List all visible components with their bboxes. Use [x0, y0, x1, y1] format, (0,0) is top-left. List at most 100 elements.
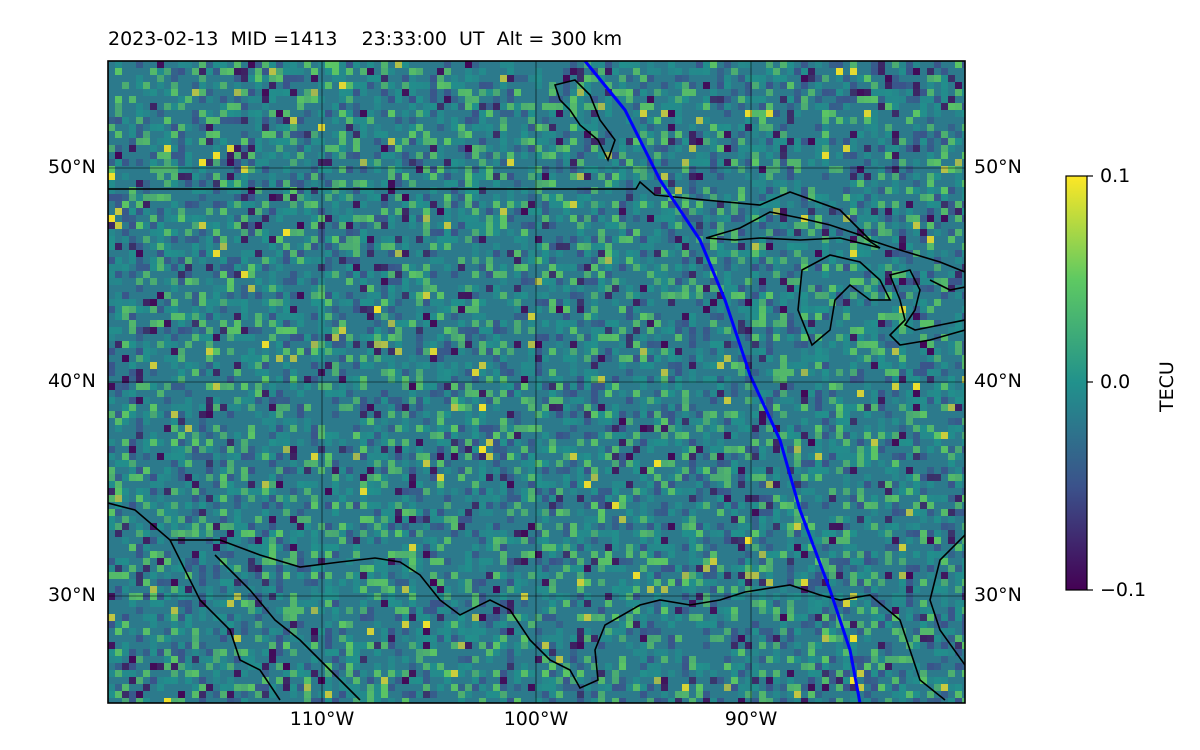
tec-cell: [542, 544, 549, 551]
tec-cell: [262, 355, 269, 362]
tec-cell: [283, 404, 290, 411]
tec-cell: [780, 152, 787, 159]
tec-cell: [234, 103, 241, 110]
tec-cell: [549, 82, 556, 89]
tec-cell: [486, 348, 493, 355]
tec-cell: [465, 551, 472, 558]
tec-cell: [129, 250, 136, 257]
tec-cell: [129, 236, 136, 243]
tec-cell: [584, 166, 591, 173]
tec-cell: [822, 271, 829, 278]
tec-cell: [927, 152, 934, 159]
tec-cell: [640, 110, 647, 117]
tec-cell: [297, 516, 304, 523]
tec-cell: [857, 341, 864, 348]
tec-cell: [514, 453, 521, 460]
tec-cell: [913, 82, 920, 89]
tec-cell: [535, 474, 542, 481]
tec-cell: [143, 271, 150, 278]
tec-cell: [192, 236, 199, 243]
tec-cell: [318, 572, 325, 579]
tec-cell: [696, 138, 703, 145]
tec-cell: [745, 495, 752, 502]
tec-cell: [766, 495, 773, 502]
tec-cell: [472, 292, 479, 299]
tec-cell: [640, 236, 647, 243]
tec-cell: [724, 467, 731, 474]
tec-cell: [213, 495, 220, 502]
tec-cell: [633, 68, 640, 75]
tec-cell: [493, 439, 500, 446]
tec-cell: [780, 250, 787, 257]
tec-cell: [668, 488, 675, 495]
tec-cell: [668, 376, 675, 383]
tec-cell: [402, 460, 409, 467]
tec-cell: [444, 82, 451, 89]
tec-cell: [703, 439, 710, 446]
tec-cell: [745, 159, 752, 166]
tec-cell: [899, 376, 906, 383]
tec-cell: [416, 334, 423, 341]
tec-cell: [465, 530, 472, 537]
tec-cell: [514, 89, 521, 96]
tec-cell: [605, 502, 612, 509]
tec-cell: [437, 558, 444, 565]
tec-cell: [325, 572, 332, 579]
tec-cell: [913, 397, 920, 404]
tec-cell: [325, 341, 332, 348]
tec-cell: [913, 411, 920, 418]
tec-cell: [570, 453, 577, 460]
tec-cell: [409, 488, 416, 495]
tec-cell: [472, 551, 479, 558]
tec-cell: [885, 551, 892, 558]
tec-cell: [269, 152, 276, 159]
tec-cell: [542, 173, 549, 180]
tec-cell: [528, 341, 535, 348]
tec-cell: [479, 110, 486, 117]
tec-cell: [542, 271, 549, 278]
tec-cell: [864, 173, 871, 180]
tec-cell: [717, 572, 724, 579]
tec-cell: [584, 418, 591, 425]
tec-cell: [962, 551, 965, 558]
tec-cell: [220, 327, 227, 334]
tec-cell: [199, 292, 206, 299]
tec-cell: [745, 551, 752, 558]
tec-cell: [584, 250, 591, 257]
tec-cell: [906, 68, 913, 75]
tec-cell: [710, 488, 717, 495]
tec-cell: [444, 390, 451, 397]
tec-cell: [423, 138, 430, 145]
tec-cell: [598, 236, 605, 243]
tec-cell: [661, 509, 668, 516]
tec-cell: [745, 110, 752, 117]
tec-cell: [668, 320, 675, 327]
tec-cell: [920, 509, 927, 516]
tec-cell: [171, 411, 178, 418]
tec-cell: [143, 180, 150, 187]
tec-cell: [402, 110, 409, 117]
tec-cell: [731, 145, 738, 152]
tec-cell: [381, 432, 388, 439]
tec-cell: [437, 117, 444, 124]
tec-cell: [878, 397, 885, 404]
tec-cell: [339, 355, 346, 362]
tec-cell: [290, 187, 297, 194]
tec-cell: [535, 369, 542, 376]
tec-cell: [521, 551, 528, 558]
tec-cell: [500, 61, 507, 68]
tec-cell: [388, 348, 395, 355]
tec-cell: [906, 222, 913, 229]
tec-cell: [864, 243, 871, 250]
tec-cell: [822, 306, 829, 313]
tec-cell: [255, 68, 262, 75]
tec-cell: [696, 418, 703, 425]
tec-cell: [892, 502, 899, 509]
tec-cell: [528, 474, 535, 481]
tec-cell: [640, 348, 647, 355]
tec-cell: [192, 362, 199, 369]
tec-cell: [836, 229, 843, 236]
tec-cell: [780, 551, 787, 558]
tec-cell: [717, 425, 724, 432]
tec-cell: [220, 523, 227, 530]
